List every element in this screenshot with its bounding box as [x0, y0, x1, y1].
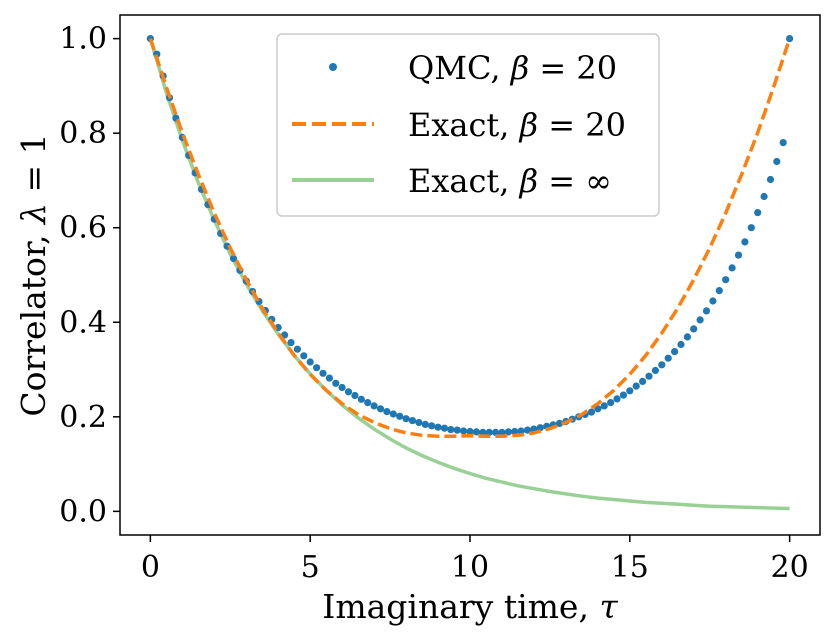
qmc-point	[639, 377, 647, 385]
qmc-point	[536, 424, 544, 432]
y-tick-label: 1.0	[59, 22, 107, 57]
qmc-point	[613, 395, 621, 403]
qmc-point	[715, 287, 723, 295]
qmc-point	[587, 408, 596, 416]
qmc-point	[619, 391, 628, 399]
x-tick-label: 0	[141, 550, 160, 585]
qmc-point	[460, 427, 468, 435]
qmc-point	[651, 366, 660, 375]
qmc-point	[313, 364, 321, 372]
qmc-point	[664, 354, 672, 362]
qmc-point	[709, 297, 717, 305]
qmc-point	[376, 405, 385, 413]
qmc-point	[690, 325, 698, 333]
qmc-point	[773, 157, 781, 166]
qmc-point	[511, 427, 519, 436]
qmc-point	[300, 352, 308, 360]
x-tick-label: 20	[771, 550, 809, 585]
qmc-point	[319, 369, 327, 377]
legend: QMC, β = 20 Exact, β = 20 Exact, β = ∞	[276, 33, 660, 217]
qmc-point	[428, 422, 436, 430]
qmc-point	[728, 264, 736, 272]
qmc-point	[498, 428, 506, 436]
qmc-point	[766, 175, 775, 184]
qmc-point	[632, 382, 640, 390]
qmc-point	[702, 307, 711, 315]
y-axis-ticks: 0.0 0.2 0.4 0.6 0.8 1.0	[59, 22, 120, 529]
legend-exact-beta-20-label: Exact, β = 20	[408, 106, 626, 144]
qmc-point	[344, 388, 353, 396]
qmc-point	[696, 316, 704, 324]
exact-beta-20-line	[148, 38, 792, 438]
legend-qmc-marker	[329, 63, 337, 71]
qmc-point	[447, 426, 455, 434]
qmc-point	[229, 254, 238, 263]
qmc-point	[325, 374, 333, 382]
qmc-point	[683, 333, 692, 341]
qmc-point	[332, 379, 340, 387]
series-exact-beta-20	[148, 38, 792, 438]
qmc-point	[485, 428, 493, 436]
qmc-point	[357, 395, 365, 403]
qmc-point	[453, 426, 461, 434]
qmc-point	[434, 423, 442, 431]
qmc-point	[677, 340, 685, 349]
qmc-point	[600, 402, 608, 410]
x-tick-label: 5	[301, 550, 320, 585]
y-tick-label: 0.0	[59, 494, 107, 529]
y-axis-label: Correlator, λ = 1	[14, 133, 53, 416]
qmc-point	[645, 372, 653, 380]
qmc-point	[722, 276, 730, 284]
qmc-point	[472, 428, 480, 436]
qmc-point	[287, 339, 295, 347]
qmc-point	[594, 405, 602, 413]
qmc-point	[779, 139, 787, 147]
qmc-point	[440, 424, 448, 432]
qmc-point	[492, 428, 500, 436]
y-tick-label: 0.4	[59, 305, 107, 340]
qmc-point	[408, 417, 417, 425]
qmc-point	[607, 399, 615, 407]
qmc-point	[383, 408, 391, 416]
qmc-point	[671, 348, 679, 356]
qmc-point	[421, 420, 429, 428]
qmc-point	[338, 383, 346, 392]
x-tick-label: 10	[451, 550, 489, 585]
qmc-point	[351, 391, 359, 400]
qmc-point	[626, 387, 634, 395]
qmc-point	[555, 419, 564, 427]
legend-box	[276, 33, 660, 217]
y-tick-label: 0.2	[59, 400, 107, 435]
qmc-point	[466, 427, 474, 436]
x-tick-label: 15	[611, 550, 649, 585]
qmc-point	[741, 238, 749, 246]
qmc-point	[293, 345, 301, 353]
qmc-point	[760, 192, 768, 201]
qmc-point	[389, 410, 397, 418]
qmc-point	[306, 358, 314, 366]
y-tick-label: 0.8	[59, 116, 107, 151]
qmc-point	[658, 361, 666, 369]
qmc-point	[747, 224, 755, 232]
plot-area	[146, 35, 794, 511]
y-tick-label: 0.6	[59, 211, 107, 246]
legend-exact-beta-inf-label: Exact, β = ∞	[408, 162, 612, 200]
qmc-point	[479, 428, 487, 436]
qmc-point	[754, 209, 762, 217]
qmc-point	[734, 251, 743, 259]
x-axis-ticks: 0 5 10 15 20	[141, 535, 809, 585]
qmc-point	[370, 402, 378, 410]
qmc-point	[415, 418, 423, 427]
qmc-point	[396, 412, 404, 420]
qmc-point	[364, 399, 372, 407]
x-axis-label: Imaginary time, τ	[322, 587, 618, 626]
legend-qmc-label: QMC, β = 20	[408, 49, 617, 87]
qmc-point	[504, 428, 512, 436]
qmc-point	[402, 415, 410, 423]
